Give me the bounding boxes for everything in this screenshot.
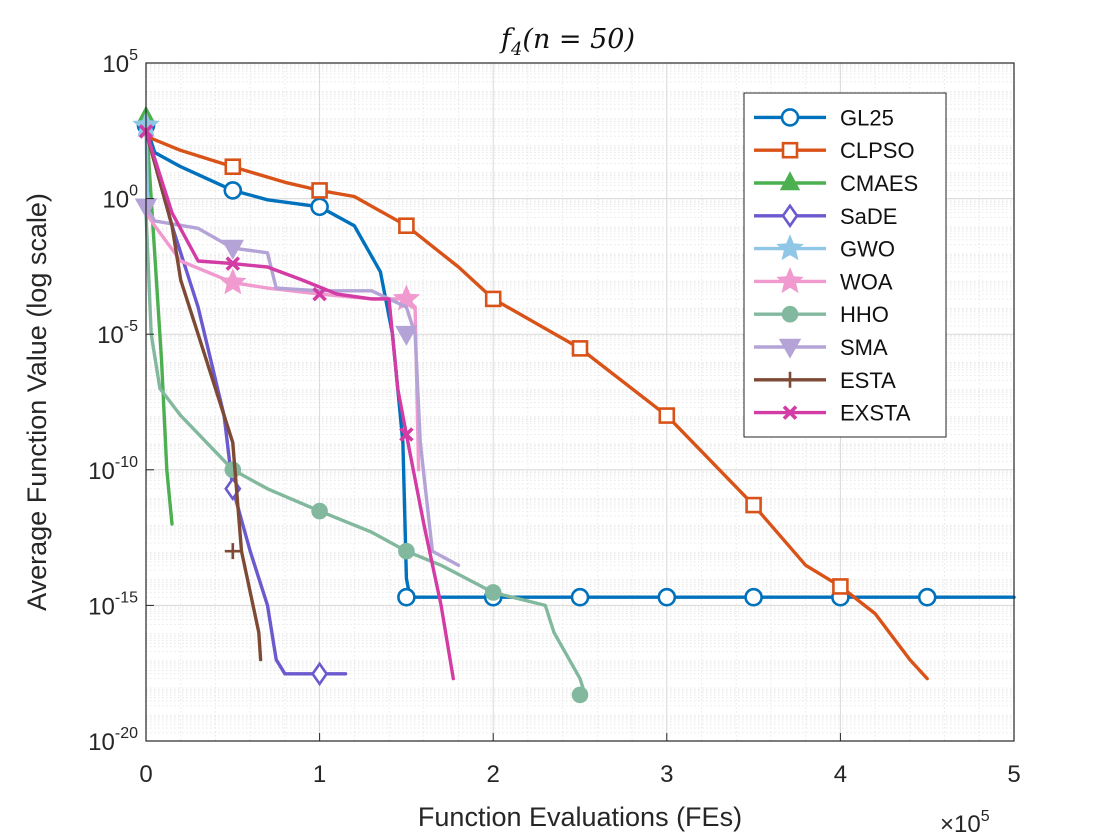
y-tick-label: 10-5 xyxy=(97,318,138,349)
data-point-clpso xyxy=(398,217,415,235)
legend-label-gl25: GL25 xyxy=(840,105,894,130)
legend: GL25 CLPSO CMAES SaDE GWO WOA HHO SMA ESTA EXSTA xyxy=(743,92,947,438)
x-tick-label: 4 xyxy=(834,761,847,788)
data-point-clpso xyxy=(224,158,242,176)
data-point-clpso xyxy=(658,407,676,424)
y-axis-label: Average Function Value (log scale) xyxy=(22,193,52,611)
data-point-gl25 xyxy=(744,587,763,607)
y-tick-label: 100 xyxy=(102,183,138,214)
data-point-hho xyxy=(571,686,589,704)
plot-frame xyxy=(145,62,1015,742)
data-point-gl25 xyxy=(397,587,416,607)
legend-label-gwo: GWO xyxy=(840,237,895,262)
chart-title-rest: (n = 50) xyxy=(522,24,635,55)
legend-marker-woa xyxy=(776,267,804,294)
data-point-sade xyxy=(311,661,329,687)
series-woa xyxy=(144,211,421,472)
data-point-exsta xyxy=(225,256,241,271)
data-point-clpso xyxy=(745,496,762,514)
series-sade xyxy=(144,129,348,687)
x-axis-label: Function Evaluations (FEs) xyxy=(418,802,742,832)
legend-marker-cmaes xyxy=(779,171,801,191)
series-clpso xyxy=(144,134,929,681)
data-point-gl25 xyxy=(570,587,590,607)
series-line-esta xyxy=(144,129,263,662)
x-multiplier: ×105 xyxy=(940,808,990,838)
legend-label-sma: SMA xyxy=(840,335,888,360)
data-point-exsta xyxy=(399,427,414,442)
legend-marker-sma xyxy=(778,338,802,359)
legend-label-cmaes: CMAES xyxy=(840,171,918,196)
data-point-clpso xyxy=(571,340,589,357)
legend-label-clpso: CLPSO xyxy=(840,138,915,163)
data-point-gl25 xyxy=(657,587,677,607)
legend-marker-exsta xyxy=(782,405,798,420)
x-tick-label: 3 xyxy=(660,761,673,788)
x-multiplier-exponent: 5 xyxy=(981,808,990,825)
series-line-cmaes xyxy=(144,115,174,526)
data-point-sma xyxy=(221,239,245,260)
data-point-woa xyxy=(219,268,247,295)
x-tick-label: 5 xyxy=(1007,761,1020,788)
legend-entry-clpso: CLPSO xyxy=(754,138,915,163)
data-point-clpso xyxy=(484,290,502,308)
legend-entry-sma: SMA xyxy=(754,335,888,360)
series-line-gl25 xyxy=(144,123,1016,599)
series-line-sma xyxy=(144,205,461,567)
legend-marker-clpso xyxy=(781,141,799,159)
series-line-hho xyxy=(144,211,587,697)
series-line-sade xyxy=(144,129,348,676)
data-point-gl25 xyxy=(223,181,243,200)
ticks: 0 1 2 3 4 5 10-20 10-15 10-10 10-5 100 105 xyxy=(88,47,1021,788)
data-point-hho xyxy=(484,584,502,601)
legend-marker-hho xyxy=(781,305,799,323)
legend-label-exsta: EXSTA xyxy=(840,401,911,426)
legend-entry-woa: WOA xyxy=(754,267,893,294)
y-tick-label: 10-20 xyxy=(88,725,138,756)
legend-marker-esta xyxy=(782,371,798,388)
y-tick-label: 10-10 xyxy=(88,454,138,485)
data-point-hho xyxy=(311,502,328,520)
legend-marker-sade xyxy=(781,203,799,229)
data-point-gl25 xyxy=(917,587,937,607)
legend-label-esta: ESTA xyxy=(840,368,896,393)
x-tick-label: 1 xyxy=(313,761,326,788)
series-line-exsta xyxy=(144,129,455,681)
data-point-clpso xyxy=(311,182,328,199)
legend-entry-gwo: GWO xyxy=(754,234,895,262)
x-tick-label: 0 xyxy=(139,761,152,788)
legend-label-sade: SaDE xyxy=(840,204,897,229)
legend-entry-hho: HHO xyxy=(754,302,889,327)
legend-marker-gl25 xyxy=(780,108,800,127)
legend-entry-sade: SaDE xyxy=(754,203,897,229)
chart-title-subscript: 4 xyxy=(510,39,522,60)
y-tick-label: 105 xyxy=(102,47,138,78)
data-point-exsta xyxy=(312,286,327,302)
series-esta xyxy=(144,129,263,662)
legend-label-hho: HHO xyxy=(840,302,889,327)
data-point-gl25 xyxy=(310,197,329,217)
x-tick-label: 2 xyxy=(487,761,500,788)
series-hho xyxy=(144,211,589,704)
data-point-hho xyxy=(398,542,415,560)
data-point-hho xyxy=(224,461,242,479)
data-point-esta xyxy=(224,543,241,560)
series-layer xyxy=(132,105,1016,704)
data-point-sma xyxy=(395,325,418,346)
legend-entry-cmaes: CMAES xyxy=(754,171,918,196)
series-exsta xyxy=(138,124,455,681)
y-tick-label: 10-15 xyxy=(88,589,138,620)
legend-marker-gwo xyxy=(776,234,804,261)
legend-label-woa: WOA xyxy=(840,269,893,294)
data-point-clpso xyxy=(832,578,849,595)
legend-entry-esta: ESTA xyxy=(754,368,896,393)
legend-entry-gl25: GL25 xyxy=(754,105,894,130)
legend-entry-exsta: EXSTA xyxy=(754,401,911,426)
